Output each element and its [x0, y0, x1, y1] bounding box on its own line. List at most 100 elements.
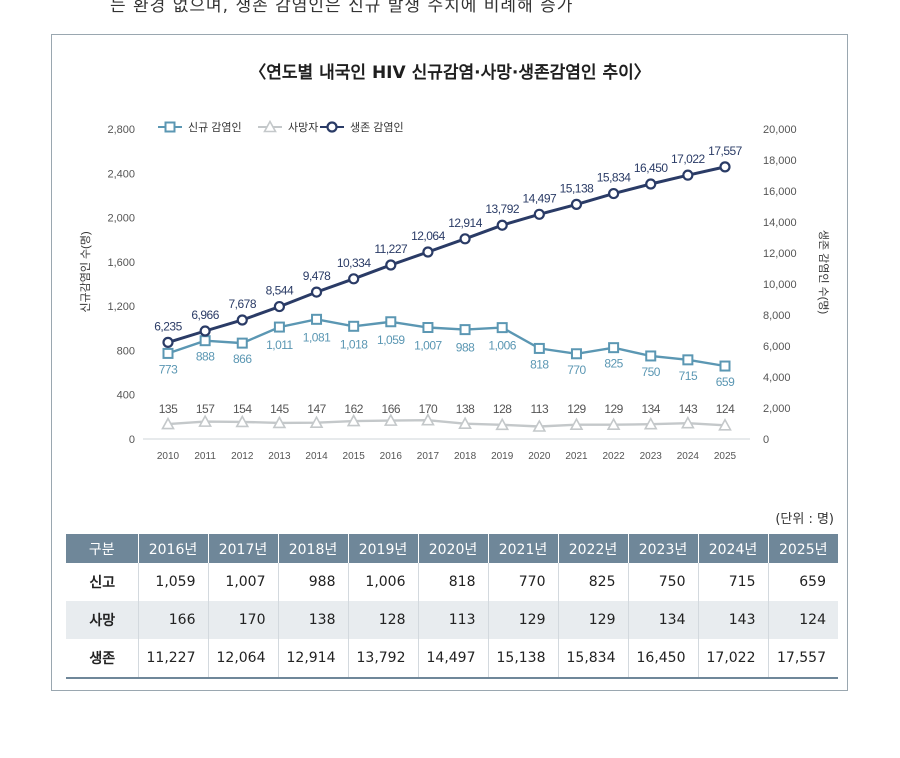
table-cell: 17,557	[768, 639, 838, 679]
data-label: 145	[270, 402, 289, 416]
data-point	[273, 300, 285, 313]
data-point	[719, 360, 731, 372]
table-cell: 166	[138, 601, 209, 639]
series-line-0	[167, 318, 726, 368]
data-label: 12,914	[448, 216, 483, 230]
data-point	[162, 336, 174, 348]
data-label: 988	[456, 341, 475, 355]
data-point	[681, 416, 695, 429]
table-header-cell: 구분	[66, 534, 139, 563]
right-tick-label: 0	[763, 434, 769, 446]
legend-label: 신규 감염인	[188, 121, 242, 134]
data-point	[495, 417, 510, 431]
data-point	[719, 161, 731, 173]
data-label: 128	[493, 402, 512, 416]
table-cell: 13,792	[348, 639, 419, 679]
left-tick-label: 0	[129, 434, 135, 446]
data-point	[496, 219, 508, 231]
right-tick-label: 20,000	[763, 124, 797, 136]
data-point	[569, 417, 584, 431]
data-label: 154	[233, 402, 252, 416]
table-header-cell: 2024년	[698, 534, 769, 563]
right-axis-title: 생존 감염인 수(명)	[817, 230, 830, 314]
data-label: 8,544	[266, 284, 294, 298]
x-tick-label: 2025	[714, 451, 737, 462]
row-label: 생존	[66, 639, 139, 679]
x-tick-label: 2018	[454, 451, 477, 462]
data-point	[643, 417, 658, 430]
data-label: 866	[233, 352, 252, 366]
data-point	[161, 416, 175, 430]
table-cell: 1,059	[138, 563, 209, 601]
x-tick-label: 2010	[157, 451, 180, 462]
data-label: 6,235	[154, 319, 182, 333]
table-cell: 818	[418, 563, 489, 601]
series-line-1	[167, 418, 726, 428]
data-label: 143	[679, 402, 698, 416]
data-point	[272, 415, 287, 429]
table-row: 신고 1,059 1,007 988 1,006 818 770 825 750 715 659	[66, 563, 838, 601]
x-tick-label: 2014	[305, 451, 328, 462]
series-line-2	[167, 165, 726, 344]
data-point	[570, 198, 583, 210]
table-header-cell: 2020년	[418, 534, 489, 563]
x-tick-label: 2015	[343, 451, 366, 462]
data-label: 825	[604, 357, 623, 371]
x-tick-label: 2011	[194, 451, 216, 462]
data-label: 15,834	[597, 171, 632, 185]
data-point	[346, 413, 361, 427]
x-tick-label: 2016	[380, 451, 403, 462]
data-point	[235, 414, 250, 428]
data-label: 15,138	[560, 181, 595, 195]
data-point	[422, 322, 434, 334]
x-tick-label: 2012	[231, 451, 254, 462]
data-label: 157	[196, 402, 215, 416]
table-header-cell: 2016년	[138, 534, 209, 563]
line-chart: 0 400 800 1,200 1,600 2,000 2,400 2,800 0 2,000 4,…	[79, 119, 830, 462]
left-tick-label: 800	[117, 345, 135, 357]
x-tick-label: 2024	[677, 451, 700, 462]
data-point	[310, 286, 323, 298]
data-point	[309, 415, 324, 429]
data-label: 129	[604, 402, 623, 416]
table-cell: 12,914	[278, 639, 349, 679]
table-cell: 129	[488, 601, 559, 639]
data-point	[682, 169, 694, 181]
data-point	[348, 273, 360, 285]
data-label: 715	[679, 369, 698, 383]
left-tick-label: 2,800	[107, 124, 135, 136]
data-point	[383, 413, 398, 426]
table-cell: 170	[208, 601, 279, 639]
left-axis-title: 신규감염인 수(명)	[79, 231, 92, 312]
x-tick-label: 2019	[491, 451, 514, 462]
data-point	[348, 320, 360, 332]
data-label: 773	[159, 362, 178, 376]
table-cell: 128	[348, 601, 419, 639]
right-tick-label: 6,000	[763, 341, 791, 353]
right-tick-label: 4,000	[763, 372, 791, 384]
data-point	[385, 259, 397, 271]
data-label: 750	[641, 365, 660, 379]
data-label: 17,557	[708, 144, 743, 158]
legend-label: 생존 감염인	[350, 121, 404, 134]
data-label: 124	[716, 402, 735, 416]
data-label: 9,478	[303, 269, 331, 283]
data-point	[236, 337, 248, 349]
table-cell: 715	[698, 563, 769, 601]
table-cell: 750	[628, 563, 699, 601]
data-label: 1,018	[340, 337, 368, 351]
table-cell: 15,138	[488, 639, 559, 679]
table-cell: 825	[558, 563, 629, 601]
data-label: 6,966	[191, 308, 219, 322]
table-cell: 17,022	[698, 639, 769, 679]
legend-marker	[164, 121, 176, 133]
data-point	[421, 413, 435, 426]
table-cell: 988	[278, 563, 349, 601]
x-tick-label: 2017	[417, 451, 440, 462]
data-label: 10,334	[337, 256, 372, 270]
x-tick-label: 2020	[528, 451, 551, 462]
table-header-cell: 2019년	[348, 534, 419, 563]
data-label: 166	[382, 402, 401, 416]
data-label: 7,678	[229, 297, 257, 311]
data-label: 138	[456, 402, 475, 416]
